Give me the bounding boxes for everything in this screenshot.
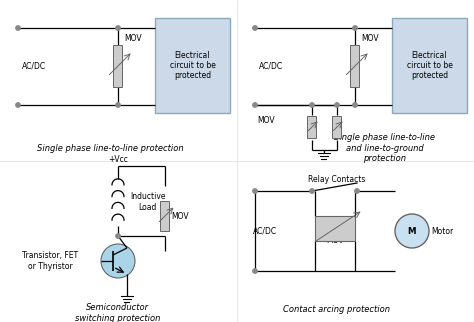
Bar [308, 116, 317, 138]
Text: Relay Contacts: Relay Contacts [308, 175, 365, 184]
Circle shape [253, 103, 257, 107]
FancyBboxPatch shape [392, 18, 467, 113]
Text: AC/DC: AC/DC [22, 62, 46, 71]
Bar [161, 201, 170, 231]
Text: MOV: MOV [361, 33, 379, 43]
Text: MOV: MOV [326, 235, 344, 244]
Circle shape [16, 26, 20, 30]
Text: M: M [408, 226, 416, 235]
Text: Motor: Motor [431, 226, 453, 235]
Circle shape [310, 189, 314, 193]
Circle shape [355, 189, 359, 193]
Circle shape [353, 103, 357, 107]
Bar [113, 45, 122, 87]
Circle shape [335, 103, 339, 107]
Circle shape [116, 103, 120, 107]
Bar [315, 216, 355, 241]
Text: Inductive
Load: Inductive Load [130, 192, 165, 212]
Text: AC/DC: AC/DC [259, 62, 283, 71]
Bar [350, 45, 359, 87]
Text: Single phase line-to-line protection: Single phase line-to-line protection [36, 144, 183, 153]
Circle shape [310, 103, 314, 107]
Text: Single phase line-to-line
and line-to-ground
protection: Single phase line-to-line and line-to-gr… [335, 133, 436, 163]
Circle shape [116, 234, 120, 238]
Text: MOV: MOV [171, 212, 189, 221]
Text: Contact arcing protection: Contact arcing protection [283, 305, 391, 314]
Text: AC/DC: AC/DC [253, 226, 277, 235]
Text: Electrical
circuit to be
protected: Electrical circuit to be protected [170, 51, 216, 80]
Circle shape [16, 103, 20, 107]
Text: Transistor, FET
or Thyristor: Transistor, FET or Thyristor [22, 251, 78, 271]
Circle shape [253, 189, 257, 193]
Bar [332, 116, 341, 138]
Text: Electrical
circuit to be
protected: Electrical circuit to be protected [407, 51, 453, 80]
Circle shape [116, 26, 120, 30]
Circle shape [395, 214, 429, 248]
Circle shape [101, 244, 135, 278]
Text: MOV: MOV [124, 33, 142, 43]
Text: Semiconductor
switching protection: Semiconductor switching protection [75, 303, 161, 322]
Text: +Vcc: +Vcc [108, 155, 128, 164]
Circle shape [253, 269, 257, 273]
Circle shape [253, 26, 257, 30]
FancyBboxPatch shape [155, 18, 230, 113]
Circle shape [353, 26, 357, 30]
Text: MOV: MOV [257, 116, 274, 125]
